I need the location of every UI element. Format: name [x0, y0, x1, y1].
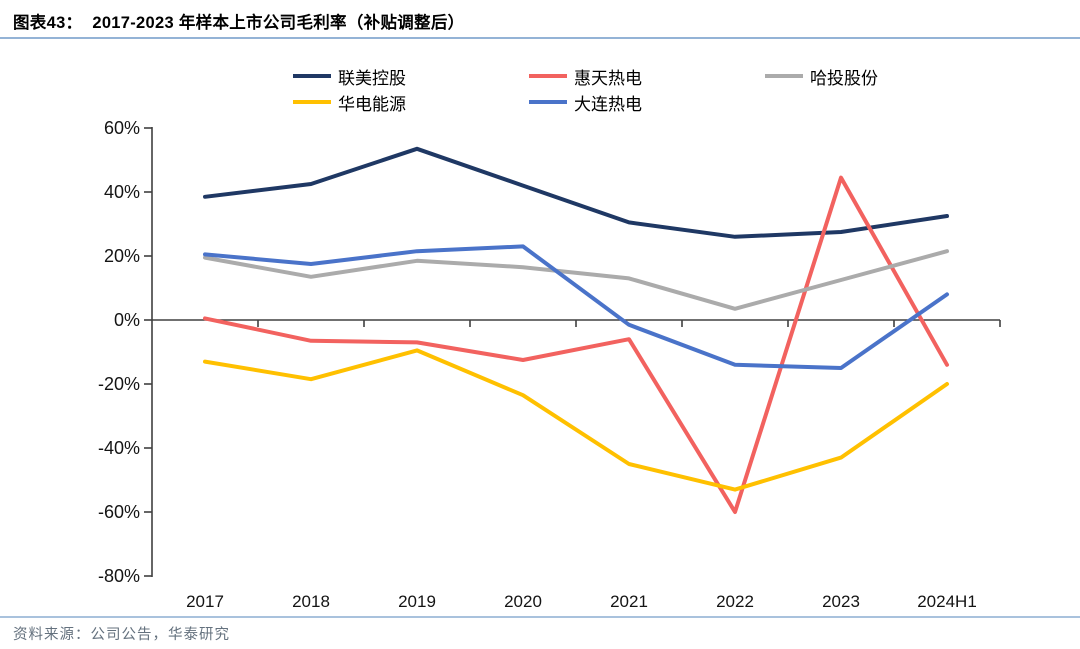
- x-axis-label: 2020: [504, 592, 542, 611]
- chart-legend: 联美控股 惠天热电 哈投股份华电能源 大连热电: [293, 63, 1009, 115]
- x-axis-label: 2023: [822, 592, 860, 611]
- footer-divider: [0, 616, 1080, 618]
- figure-title: 图表43： 2017-2023 年样本上市公司毛利率（补贴调整后）: [13, 9, 464, 33]
- figure-title-text: 2017-2023 年样本上市公司毛利率（补贴调整后）: [92, 14, 465, 32]
- legend-item-lianmei-holdings: 联美控股: [293, 63, 529, 89]
- series-line-huitian-thermal: [203, 175, 949, 514]
- y-axis-label: 0%: [113, 310, 140, 330]
- legend-label: 惠天热电: [574, 68, 642, 88]
- series-line-dalian-thermal: [203, 244, 949, 370]
- legend-marker-huadian-energy: [293, 100, 331, 104]
- x-axis-label: 2017: [186, 592, 224, 611]
- series-line-huadian-energy: [203, 348, 949, 492]
- y-axis-label: -20%: [97, 374, 140, 394]
- legend-label: 大连热电: [574, 94, 642, 114]
- legend-label: 华电能源: [338, 94, 406, 114]
- legend-label: 哈投股份: [810, 68, 878, 88]
- legend-item-hatou-shares: 哈投股份: [765, 63, 1001, 89]
- y-axis-label: -80%: [97, 566, 140, 586]
- x-axis-label: 2021: [610, 592, 648, 611]
- series-line-hatou-shares: [203, 249, 949, 311]
- figure-number-label: 图表43：: [13, 14, 83, 32]
- source-note: 资料来源：公司公告，华泰研究: [13, 627, 230, 643]
- legend-marker-hatou-shares: [765, 74, 803, 78]
- legend-label: 联美控股: [338, 68, 406, 88]
- legend-marker-lianmei-holdings: [293, 74, 331, 78]
- x-axis-label: 2019: [398, 592, 436, 611]
- title-divider: [0, 37, 1080, 39]
- x-axis-label: 2022: [716, 592, 754, 611]
- legend-item-huadian-energy: 华电能源: [293, 89, 529, 115]
- y-axis-label: -40%: [97, 438, 140, 458]
- legend-marker-huitian-thermal: [529, 74, 567, 78]
- y-axis-label: 60%: [103, 118, 140, 138]
- legend-item-dalian-thermal: 大连热电: [529, 89, 765, 115]
- y-axis-label: 20%: [103, 246, 140, 266]
- y-axis-label: -60%: [97, 502, 140, 522]
- x-axis-label: 2024H1: [917, 592, 977, 611]
- legend-item-huitian-thermal: 惠天热电: [529, 63, 765, 89]
- legend-marker-dalian-thermal: [529, 100, 567, 104]
- y-axis-label: 40%: [103, 182, 140, 202]
- x-axis-label: 2018: [292, 592, 330, 611]
